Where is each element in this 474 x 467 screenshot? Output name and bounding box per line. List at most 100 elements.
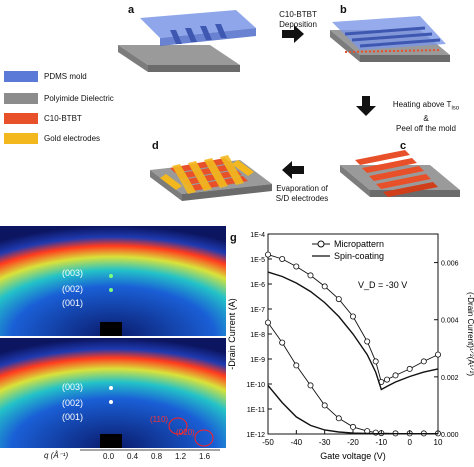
y-tick-label-6: 1E-6	[250, 282, 265, 289]
series-0-point-5	[335, 296, 342, 303]
f-peak-110: (110)	[150, 415, 169, 424]
xrd-image-e	[0, 226, 226, 336]
series-0-point-13	[420, 358, 427, 365]
series-0-point-14	[434, 351, 441, 358]
transfer-curve-chart: -50 -40 -30 -20 -10 0 10 1E-12 1E-11 1E-10 1E-9 1E-…	[227, 232, 474, 461]
series-0-point-7	[364, 338, 371, 345]
f-peak-020: (020)	[176, 428, 195, 437]
vd-annotation: V_D = -30 V	[358, 280, 407, 290]
arrow-down-icon	[356, 96, 376, 116]
series-0-point-8	[372, 358, 379, 365]
legend-label-1: Polyimide Dielectric	[44, 93, 114, 103]
y-tick-label-4: 1E-8	[250, 332, 265, 339]
series-layer	[265, 251, 441, 437]
x-tick-label-1: -40	[291, 438, 303, 447]
legend-row-0: PDMS mold	[4, 70, 87, 82]
y-axis-label: -Drain Current (A)	[227, 298, 237, 370]
series-0-point-3	[307, 272, 314, 279]
step-bc-line2: &	[423, 113, 429, 123]
legend-swatch-0	[4, 70, 38, 82]
step-bc-line3: Peel off the mold	[396, 123, 456, 133]
legend-marker-micropattern	[317, 240, 325, 248]
step-bc-line1: Heating above T	[392, 100, 452, 109]
series-2-point-1	[279, 339, 286, 346]
ticks-layer: -50 -40 -30 -20 -10 0 10 1E-12 1E-11 1E-10 1E-9 1E-…	[246, 232, 458, 447]
step-cd-text: Evaporation of S/D electrodes	[264, 184, 340, 204]
y-tick-label-2: 1E-10	[246, 382, 265, 389]
series-0-point-2	[293, 263, 300, 270]
arrow-left-icon	[282, 161, 304, 179]
beamstop-e	[100, 322, 122, 336]
xrd-panels	[0, 226, 226, 451]
panel-a-illustration	[118, 10, 256, 72]
legend-swatch-2	[4, 112, 38, 124]
series-2-point-4	[321, 402, 328, 409]
step-bc-text: Heating above Tiso & Peel off the mold	[378, 100, 474, 134]
y-tick-label-8: 1E-4	[250, 232, 265, 239]
y2-tick-label-0: 0.000	[441, 432, 459, 439]
series-0-point-6	[350, 313, 357, 320]
series-0-point-0	[265, 251, 272, 258]
y2-tick-label-3: 0.006	[441, 261, 459, 268]
y-tick-label-0: 1E-12	[246, 432, 265, 439]
series-2-point-0	[265, 319, 272, 326]
step-bc-sub: iso	[451, 105, 460, 112]
x-tick-label-2: -30	[319, 438, 331, 447]
series-line-1	[267, 271, 439, 391]
step-ab-line2: Deposition	[279, 20, 317, 29]
y2-axis-label: (-Drain Current)¹ᐟ²(A¹ᐟ²)	[466, 292, 474, 376]
legend-row-2: C10-BTBT	[4, 112, 82, 124]
panel-label-d: d	[152, 140, 159, 152]
legend-label-0: PDMS mold	[44, 71, 87, 81]
step-cd-line1: Evaporation of	[276, 184, 328, 193]
q-tick-2: 0.8	[151, 452, 163, 461]
series-0-point-4	[321, 283, 328, 290]
q-axis-label: q (Å⁻¹)	[44, 451, 69, 460]
series-0-point-1	[279, 255, 286, 262]
series-0-point-12	[406, 365, 413, 372]
x-tick-label-6: 10	[434, 438, 443, 447]
panel-label-g: g	[230, 232, 237, 244]
legend-label-3: Gold electrodes	[44, 133, 101, 143]
panel-d-illustration	[150, 155, 272, 201]
step-ab-text: C10-BTBT Deposition	[268, 10, 328, 30]
y2-tick-label-1: 0.002	[441, 375, 459, 382]
xrd-image-f	[0, 338, 226, 448]
x-axis-label: Gate voltage (V)	[320, 451, 386, 461]
step-ab-line1: C10-BTBT	[279, 10, 317, 19]
q-tick-3: 1.2	[175, 452, 187, 461]
series-0-point-11	[392, 372, 399, 379]
panel-label-a: a	[128, 4, 135, 16]
panel-label-b: b	[340, 4, 347, 16]
arrow-right-icon	[282, 25, 304, 43]
fabrication-schematic	[118, 10, 460, 201]
x-tick-label-5: 0	[407, 438, 412, 447]
f-peak-002: (002)	[62, 398, 84, 408]
y-tick-label-7: 1E-5	[250, 257, 265, 264]
x-tick-label-0: -50	[262, 438, 274, 447]
x-tick-label-4: -10	[376, 438, 388, 447]
legend-text-micropattern: Micropattern	[334, 239, 384, 249]
series-0-point-10	[383, 376, 390, 383]
legend-swatch-1	[4, 92, 38, 104]
x-tick-label-3: -20	[347, 438, 359, 447]
panel-c-illustration	[340, 150, 460, 197]
y-tick-label-5: 1E-7	[250, 307, 265, 314]
series-line-3	[267, 384, 438, 435]
legend-row-3: Gold electrodes	[4, 132, 100, 144]
step-cd-line2: S/D electrodes	[275, 194, 329, 203]
q-tick-0: 0.0	[103, 452, 115, 461]
e-peak-003: (003)	[62, 268, 84, 278]
e-peak-002: (002)	[62, 284, 84, 294]
f-peak-001: (001)	[62, 412, 84, 422]
series-2-point-5	[335, 415, 342, 422]
series-2-point-6	[350, 423, 357, 430]
q-tick-1: 0.4	[127, 452, 139, 461]
f-peak-003: (003)	[62, 382, 84, 392]
panel-label-c: c	[400, 140, 407, 152]
y-tick-label-1: 1E-11	[247, 407, 265, 414]
series-2-point-2	[293, 362, 300, 369]
legend-label-2: C10-BTBT	[44, 113, 82, 123]
panel-b-illustration	[330, 16, 450, 62]
beamstop-f	[100, 434, 122, 448]
